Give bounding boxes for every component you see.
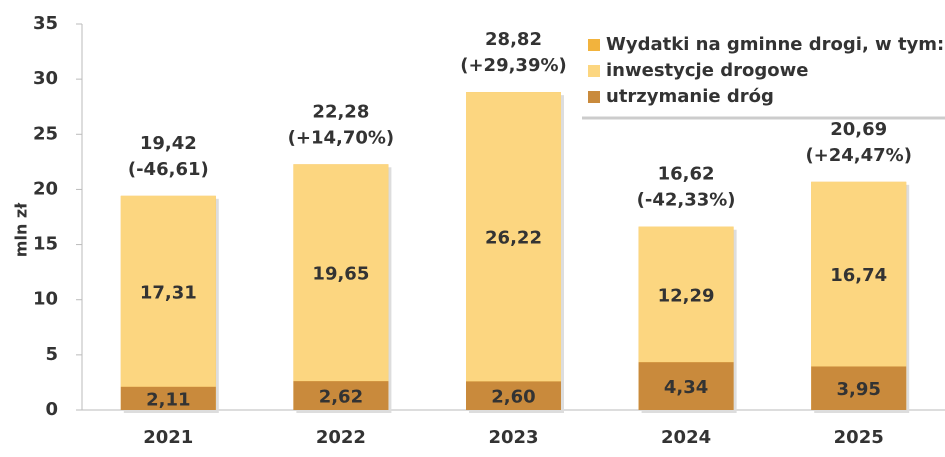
bar-segment xyxy=(293,164,389,382)
bar-segment xyxy=(293,381,389,410)
x-tick-label: 2024 xyxy=(661,427,711,448)
segment-label: 26,22 xyxy=(485,228,542,249)
bar-segment xyxy=(638,226,734,363)
segment-label: 12,29 xyxy=(658,285,715,306)
segment-label: 2,60 xyxy=(491,387,535,408)
segment-label: 16,74 xyxy=(830,265,887,286)
legend-label: inwestycje drogowe xyxy=(606,60,808,81)
y-tick-label: 0 xyxy=(45,399,58,420)
legend-swatch xyxy=(588,39,600,51)
bar-segment xyxy=(638,362,734,410)
change-label: (-46,61) xyxy=(128,159,209,180)
legend-label: utrzymanie dróg xyxy=(606,86,774,107)
y-tick-label: 5 xyxy=(45,344,58,365)
y-tick-label: 25 xyxy=(33,123,58,144)
segment-label: 4,34 xyxy=(664,377,708,398)
y-axis-label: mln zł xyxy=(12,202,31,257)
bar-segment xyxy=(120,195,216,387)
bar-segment xyxy=(120,386,216,410)
y-tick-label: 30 xyxy=(33,68,58,89)
y-tick-label: 35 xyxy=(33,13,58,34)
y-tick-label: 10 xyxy=(33,289,58,310)
segment-label: 2,62 xyxy=(319,387,363,408)
y-tick-label: 20 xyxy=(33,178,58,199)
total-label: 19,42 xyxy=(140,133,197,154)
bar-segment xyxy=(466,381,561,410)
legend-swatch xyxy=(588,91,600,103)
total-label: 16,62 xyxy=(658,164,715,185)
change-label: (+24,47%) xyxy=(805,145,912,166)
x-tick-label: 2021 xyxy=(143,427,193,448)
change-label: (-42,33%) xyxy=(637,190,736,211)
bar-segment xyxy=(811,366,907,410)
x-tick-label: 2025 xyxy=(834,427,884,448)
segment-label: 17,31 xyxy=(140,282,197,303)
change-label: (+29,39%) xyxy=(460,55,567,76)
segment-label: 19,65 xyxy=(312,264,369,285)
segment-label: 3,95 xyxy=(836,379,880,400)
total-label: 28,82 xyxy=(485,29,542,50)
legend-label: Wydatki na gminne drogi, w tym: xyxy=(606,34,944,55)
total-label: 20,69 xyxy=(830,119,887,140)
x-tick-label: 2023 xyxy=(488,427,538,448)
legend-swatch xyxy=(588,65,600,77)
bar-segment xyxy=(811,181,907,367)
x-tick-label: 2022 xyxy=(316,427,366,448)
total-label: 22,28 xyxy=(312,101,369,122)
y-tick-label: 15 xyxy=(33,234,58,255)
segment-label: 2,11 xyxy=(146,389,190,410)
bar-segment xyxy=(466,92,561,382)
change-label: (+14,70%) xyxy=(288,127,395,148)
